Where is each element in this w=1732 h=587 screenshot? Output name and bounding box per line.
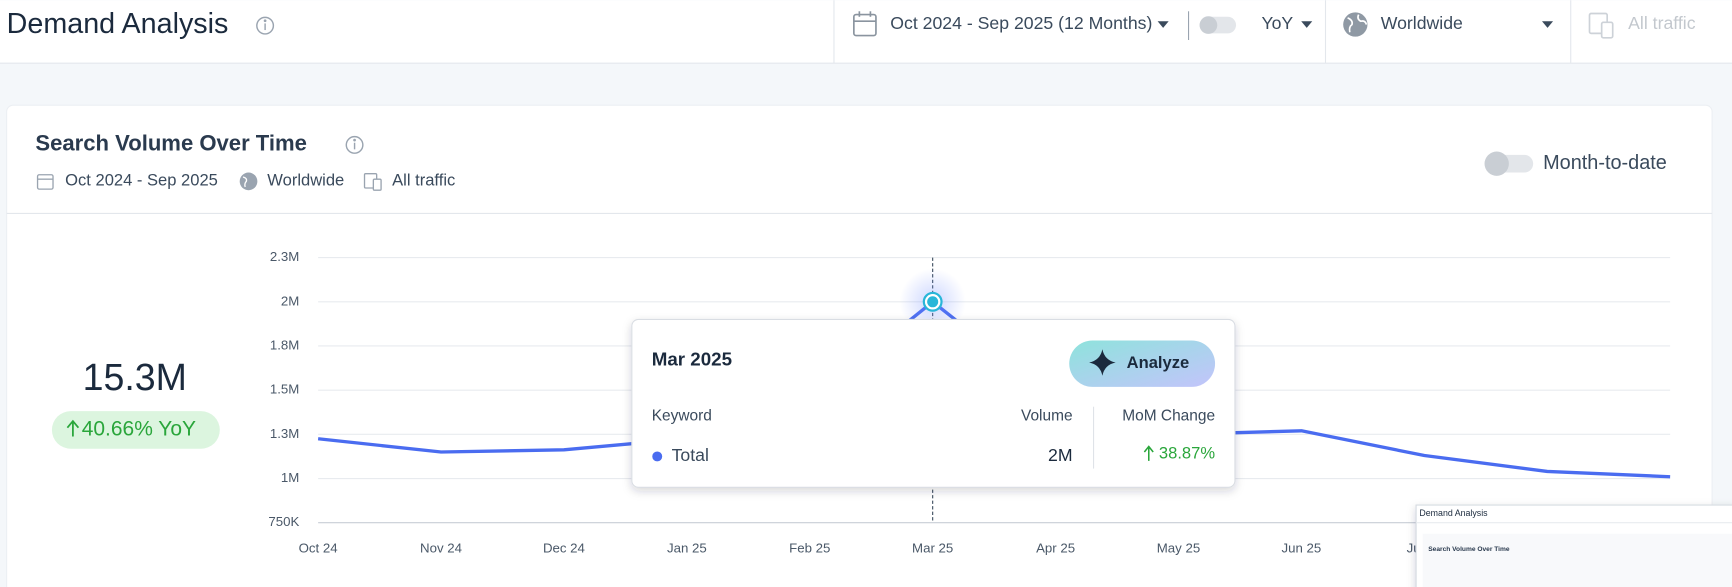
analyze-label[interactable]: Analyze [1127,353,1190,372]
analyze-button[interactable]: Analyze [1069,340,1216,387]
caret [1157,21,1169,28]
tooltip-title: Mar 2025 [652,348,732,369]
calendar-icon [853,11,877,37]
card-title: Search Volume Over Time [35,131,307,156]
x-tick-label: Dec 24 [543,541,585,556]
device-icon [363,172,382,191]
calendar-icon [36,174,54,190]
device-icon [1588,12,1614,39]
y-tick-label: 1.8M [270,337,299,352]
comparison-select[interactable]: YoY [1261,13,1293,33]
page-title: Demand Analysis [7,8,229,40]
column-header: Volume [1021,408,1073,425]
yoy-change: 40.66% YoY [82,417,196,440]
column-header: Keyword [652,408,712,425]
y-tick-label: 1.3M [270,426,299,441]
x-tick-label: Jun 25 [1282,541,1322,556]
x-tick-label: Jan 25 [667,541,707,556]
card-traffic: All traffic [392,171,455,190]
y-tick-label: 750K [268,514,299,529]
y-tick-label: 2M [281,293,299,308]
thumbnail-title: Demand Analysis [1419,508,1488,518]
mtd-toggle[interactable] [1484,151,1534,176]
row-volume: 2M [1048,445,1073,465]
screenshot-thumbnail[interactable]: Demand Analysis Search Volume Over Time [1415,504,1732,587]
header-bar [0,0,1732,64]
x-tick-label: May 25 [1157,541,1200,556]
row-change: 38.87% [1159,444,1215,463]
x-tick-label: Oct 24 [299,541,338,556]
y-tick-label: 2.3M [270,249,299,264]
row-keyword: Total [672,445,709,465]
thumbnail-section: Search Volume Over Time [1428,546,1510,553]
compare-toggle[interactable] [1199,16,1237,34]
info-icon[interactable] [256,16,275,35]
caret [1301,21,1313,28]
info-icon[interactable] [345,135,364,154]
total-volume: 15.3M [83,356,187,398]
region-select[interactable]: Worldwide [1381,13,1463,33]
x-tick-label: Nov 24 [420,541,462,556]
hover-point-core [927,296,939,308]
x-tick-label: Mar 25 [912,541,953,556]
mtd-label: Month-to-date [1543,152,1667,174]
x-tick-label: Feb 25 [789,541,830,556]
date-range-select[interactable]: Oct 2024 - Sep 2025 (12 Months) [890,13,1152,33]
up-arrow [66,419,80,437]
globe-icon [1343,12,1368,37]
series-dot [652,451,663,462]
card-date-range: Oct 2024 - Sep 2025 [65,171,218,190]
tooltip: Mar 2025 Analyze Keyword Volume MoM Chan… [631,318,1236,488]
globe-icon [239,172,258,191]
change-pill [51,411,220,449]
up-arrow [1143,445,1154,461]
y-tick-label: 1M [281,470,299,485]
y-tick-label: 1.5M [270,382,299,397]
column-header: MoM Change [1122,408,1215,425]
card-region: Worldwide [267,171,344,190]
traffic-select[interactable]: All traffic [1628,13,1696,33]
caret [1542,21,1554,28]
x-tick-label: Apr 25 [1036,541,1075,556]
